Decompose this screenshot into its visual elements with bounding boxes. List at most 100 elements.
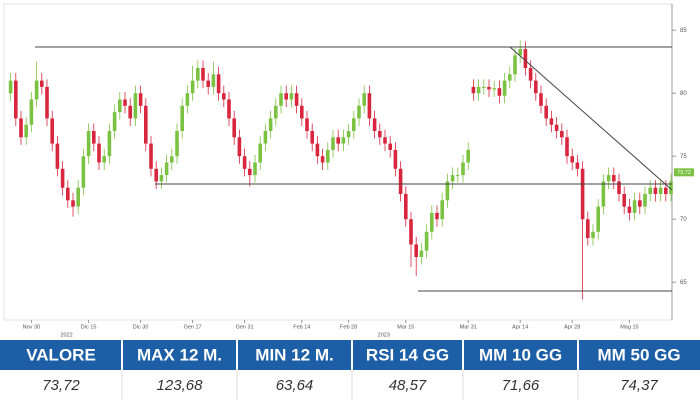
x-tick-label: Gen 17 — [184, 324, 202, 330]
candles — [8, 40, 673, 300]
candle-body — [185, 93, 190, 106]
table-header-cell: MIN 12 M. — [255, 345, 333, 364]
candle-body — [19, 118, 23, 138]
candle-body — [393, 149, 398, 169]
candle-body — [653, 187, 658, 194]
candle-body — [29, 99, 34, 125]
candle-body — [482, 86, 486, 88]
candle-body — [253, 162, 257, 176]
x-tick-label: Apr 14 — [512, 324, 528, 330]
candle-body — [133, 93, 138, 119]
candle-body — [544, 105, 548, 119]
candle-body — [55, 143, 60, 169]
x-tick-label: Mar 15 — [397, 324, 414, 330]
candle-body — [435, 212, 439, 220]
candle-body — [341, 137, 346, 144]
last-price-tag — [674, 168, 694, 177]
candle-body — [388, 143, 392, 150]
candle-body — [456, 175, 460, 177]
x-tick-label: Dic 30 — [133, 324, 149, 330]
candle-body — [367, 93, 372, 119]
candle-body — [575, 162, 580, 169]
candle-body — [190, 80, 195, 94]
candle-body — [8, 80, 13, 94]
candle-body — [404, 194, 408, 220]
candle-body — [258, 143, 262, 163]
candle-body — [274, 105, 278, 119]
candle-body — [294, 93, 299, 106]
x-tick-label: Dic 15 — [81, 324, 97, 330]
candle-body — [554, 124, 559, 131]
y-tick-label: 85 — [680, 28, 687, 34]
candle-body — [196, 68, 200, 81]
x-tick-label: Mar 31 — [460, 324, 477, 330]
candle-body — [518, 49, 522, 56]
candle-body — [617, 181, 621, 194]
candle-body — [601, 181, 606, 207]
candle-body — [461, 162, 465, 176]
table-cell: 71,66 — [502, 377, 540, 394]
candle-body — [352, 118, 356, 131]
candle-body — [144, 105, 148, 144]
candle-body — [471, 86, 476, 94]
candle-body — [565, 137, 569, 157]
candle-body — [534, 80, 538, 94]
candle-body — [154, 168, 158, 182]
stats-table: VALORE 73,72 MAX 12 M. 123,68 MIN 12 M. 63,64… — [0, 340, 700, 400]
candle-body — [331, 137, 335, 150]
candle-body — [112, 112, 117, 131]
candle-body — [310, 131, 314, 144]
candle-body — [430, 212, 434, 232]
candle-body — [476, 86, 481, 94]
table-cell: 73,72 — [42, 377, 80, 394]
table-header-cell: MM 10 GG — [479, 345, 562, 364]
candle-body — [40, 80, 44, 87]
candle-body — [638, 200, 642, 207]
candle-body — [528, 68, 533, 81]
x-tick-label: Feb 14 — [293, 324, 310, 330]
candle-body — [149, 143, 153, 169]
year-label: 2023 — [378, 332, 390, 338]
candle-body — [232, 118, 236, 138]
trend-lines — [35, 46, 673, 292]
table-header-bg — [0, 340, 700, 370]
candle-body — [357, 105, 361, 119]
candle-body — [622, 194, 626, 207]
candle-body — [159, 175, 164, 182]
candle-body — [346, 131, 351, 138]
candle-body — [560, 131, 564, 138]
candle-body — [378, 131, 382, 138]
candle-body — [606, 175, 611, 182]
candle-body — [612, 175, 616, 182]
x-tick-label: Apr 28 — [564, 324, 580, 330]
candle-body — [71, 200, 75, 207]
candle-body — [580, 168, 585, 220]
candle-body — [445, 181, 450, 201]
candle-body — [102, 156, 106, 163]
candle-body — [398, 168, 403, 194]
x-tick-label: Gen 31 — [236, 324, 254, 330]
y-tick-label: 80 — [680, 91, 687, 97]
candle-body — [570, 156, 574, 163]
candle-body — [222, 93, 226, 100]
candle-body — [502, 80, 507, 96]
candle-body — [414, 244, 418, 257]
candle-body — [242, 156, 247, 169]
year-label: 2022 — [60, 332, 72, 338]
candle-body — [492, 88, 496, 90]
candle-body — [14, 80, 18, 119]
candle-body — [170, 156, 174, 163]
candle-body — [92, 131, 96, 144]
candle-body — [60, 168, 65, 188]
candle-body — [284, 93, 288, 100]
table-cell: 63,64 — [276, 377, 314, 394]
candle-body — [211, 74, 216, 87]
candle-body — [180, 105, 184, 131]
candle-body — [45, 86, 49, 119]
candle-body — [97, 143, 101, 163]
candle-body — [648, 187, 652, 194]
candle-body — [24, 124, 28, 138]
table-header-cell: MM 50 GG — [597, 345, 680, 364]
candle-body — [336, 137, 340, 144]
